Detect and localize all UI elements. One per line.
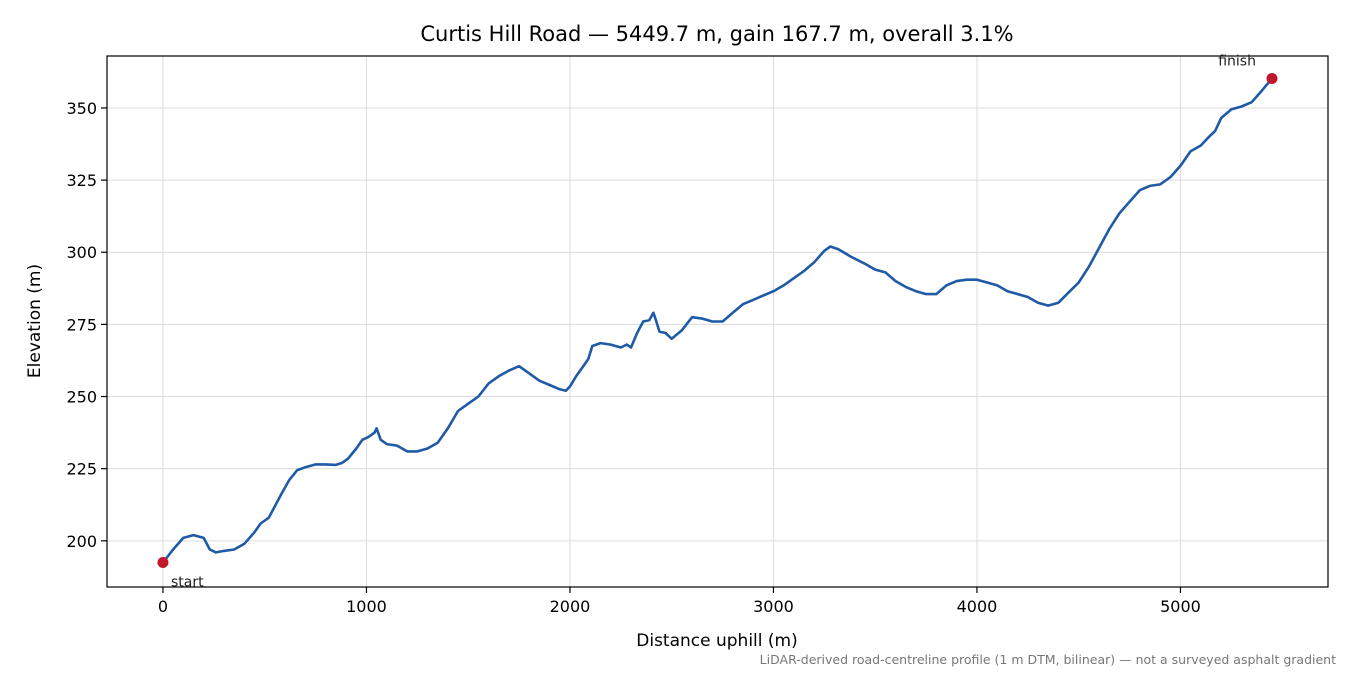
grid-lines <box>107 56 1328 587</box>
finish-marker <box>1266 73 1278 85</box>
y-tick-label: 325 <box>66 171 97 190</box>
y-tick-label: 350 <box>66 99 97 118</box>
x-tick-label: 2000 <box>550 597 591 616</box>
y-axis-label: Elevation (m) <box>25 264 45 378</box>
start-annotation: start <box>171 574 204 590</box>
x-tick-label: 5000 <box>1160 597 1201 616</box>
plot-frame <box>106 55 1329 588</box>
y-tick-label: 250 <box>66 388 97 407</box>
x-axis-ticks: 0 1000 2000 3000 4000 5000 <box>158 587 1201 616</box>
chart-title: Curtis Hill Road — 5449.7 m, gain 167.7 … <box>420 22 1013 46</box>
y-tick-label: 225 <box>66 460 97 479</box>
start-marker <box>157 556 169 568</box>
x-tick-label: 0 <box>158 597 168 616</box>
x-axis-label: Distance uphill (m) <box>636 631 797 651</box>
y-tick-label: 275 <box>66 315 97 334</box>
y-tick-label: 200 <box>66 532 97 551</box>
x-tick-label: 3000 <box>753 597 794 616</box>
finish-annotation: finish <box>1218 54 1256 70</box>
elevation-series-line <box>161 77 1273 564</box>
endpoint-markers: start finish <box>157 54 1278 590</box>
footnote: LiDAR-derived road-centreline profile (1… <box>760 652 1336 667</box>
x-tick-label: 4000 <box>957 597 998 616</box>
y-tick-label: 300 <box>66 243 97 262</box>
y-axis-ticks: 200 225 250 275 300 325 350 <box>66 99 107 551</box>
x-tick-label: 1000 <box>346 597 387 616</box>
